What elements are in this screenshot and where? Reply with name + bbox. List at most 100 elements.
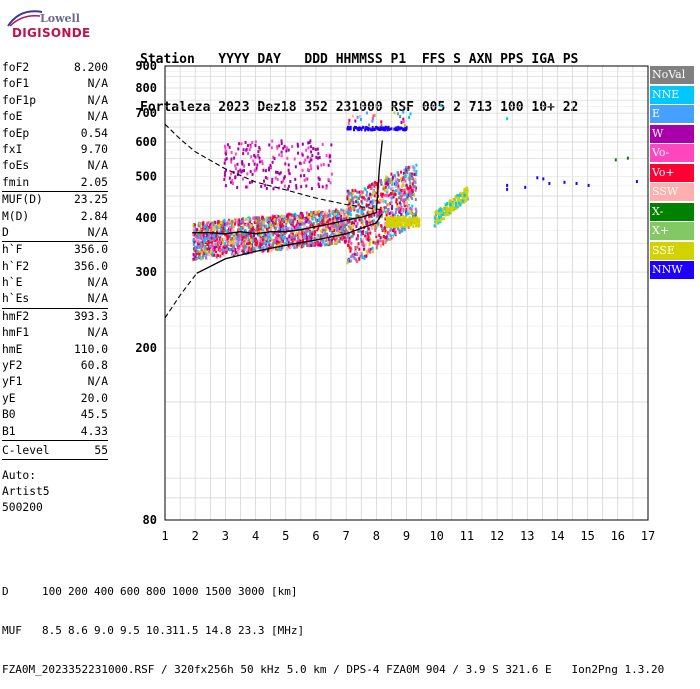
echo-point	[394, 211, 397, 215]
echo-point	[376, 210, 379, 214]
echo-point	[367, 229, 370, 233]
echo-point	[286, 226, 289, 230]
echo-point	[219, 228, 222, 232]
echo-point	[250, 227, 253, 231]
param-value: 9.70	[80, 142, 108, 156]
echo-point	[373, 191, 376, 195]
echo-point	[362, 247, 365, 251]
echo-point	[311, 243, 314, 247]
echo-point	[338, 223, 341, 227]
echo-point	[355, 200, 358, 204]
echo-point	[222, 222, 225, 226]
echo-point	[277, 222, 280, 226]
echo-point	[321, 217, 324, 221]
param-value: N/A	[87, 110, 108, 124]
echo-point	[375, 241, 378, 245]
y-tick-label: 700	[135, 106, 157, 120]
echo-point	[374, 185, 377, 189]
echo-point	[335, 218, 338, 222]
echo-point	[213, 248, 216, 252]
echo-point	[360, 199, 363, 203]
echo-point	[367, 227, 370, 231]
echo-point	[398, 196, 401, 200]
echo-point	[252, 234, 255, 238]
param-key: fxI	[2, 142, 23, 156]
echo-point	[307, 220, 310, 224]
echo-point	[325, 186, 328, 190]
echo-point	[230, 225, 233, 229]
echo-point	[396, 171, 399, 175]
echo-point	[380, 192, 383, 196]
header-label-ddd: DDD	[304, 52, 328, 67]
echo-point	[299, 211, 302, 215]
param-key: C-level	[2, 443, 50, 457]
echo-point	[361, 222, 364, 226]
echo-point	[305, 233, 308, 237]
echo-point	[244, 228, 247, 232]
echo-point	[393, 232, 396, 236]
echo-point	[328, 155, 331, 159]
echo-point	[205, 222, 208, 226]
echo-point	[232, 251, 235, 255]
echo-point	[355, 237, 358, 241]
echo-point	[382, 234, 385, 238]
echo-point	[347, 243, 350, 247]
echo-point	[282, 214, 285, 218]
echo-point	[399, 202, 402, 206]
echo-point	[402, 208, 405, 212]
echo-point	[232, 229, 235, 233]
echo-point	[271, 238, 274, 242]
echo-point	[350, 192, 353, 196]
param-row: hmF1 N/A	[2, 325, 108, 341]
echo-point	[348, 127, 351, 131]
echo-point	[309, 139, 312, 143]
echo-point	[348, 220, 351, 224]
echo-point	[223, 244, 226, 248]
echo-point	[249, 145, 252, 149]
echo-point	[272, 215, 275, 219]
echo-point	[256, 163, 259, 167]
echo-point	[275, 170, 278, 174]
echo-point	[363, 187, 366, 191]
header-value-s: 2	[453, 100, 461, 115]
echo-point	[299, 220, 302, 224]
echo-point	[411, 193, 414, 197]
echo-point	[245, 248, 248, 252]
echo-point	[221, 227, 224, 231]
echo-point	[351, 227, 354, 231]
echo-point	[198, 245, 201, 249]
echo-point	[291, 145, 294, 149]
echo-point	[310, 158, 313, 162]
echo-point	[231, 243, 234, 247]
echo-point	[269, 216, 272, 220]
distance-row: D 100 200 400 600 800 1000 1500 3000 [km]	[2, 585, 664, 598]
echo-point	[305, 235, 308, 239]
footer-value: 800	[146, 585, 166, 598]
echo-point	[222, 219, 225, 223]
echo-point	[454, 204, 457, 208]
echo-point	[401, 226, 404, 230]
echo-point	[418, 223, 421, 227]
echo-point	[296, 144, 299, 148]
echo-point	[368, 123, 371, 127]
echo-point	[250, 248, 253, 252]
echo-point	[269, 164, 272, 168]
echo-point	[280, 235, 283, 239]
echo-point	[352, 228, 355, 232]
echo-point	[209, 222, 212, 226]
echo-point	[362, 125, 365, 129]
echo-point	[348, 236, 351, 240]
echo-point	[375, 226, 378, 230]
echo-point	[380, 120, 383, 124]
echo-point	[443, 206, 446, 210]
echo-point	[197, 242, 200, 246]
echo-point	[320, 243, 323, 247]
echo-point	[224, 231, 227, 235]
echo-point	[396, 178, 399, 182]
param-key: yE	[2, 391, 16, 405]
echo-point	[314, 217, 317, 221]
echo-point	[385, 126, 388, 130]
echo-point	[378, 233, 381, 237]
echo-point	[280, 139, 283, 143]
echo-point	[381, 126, 384, 130]
